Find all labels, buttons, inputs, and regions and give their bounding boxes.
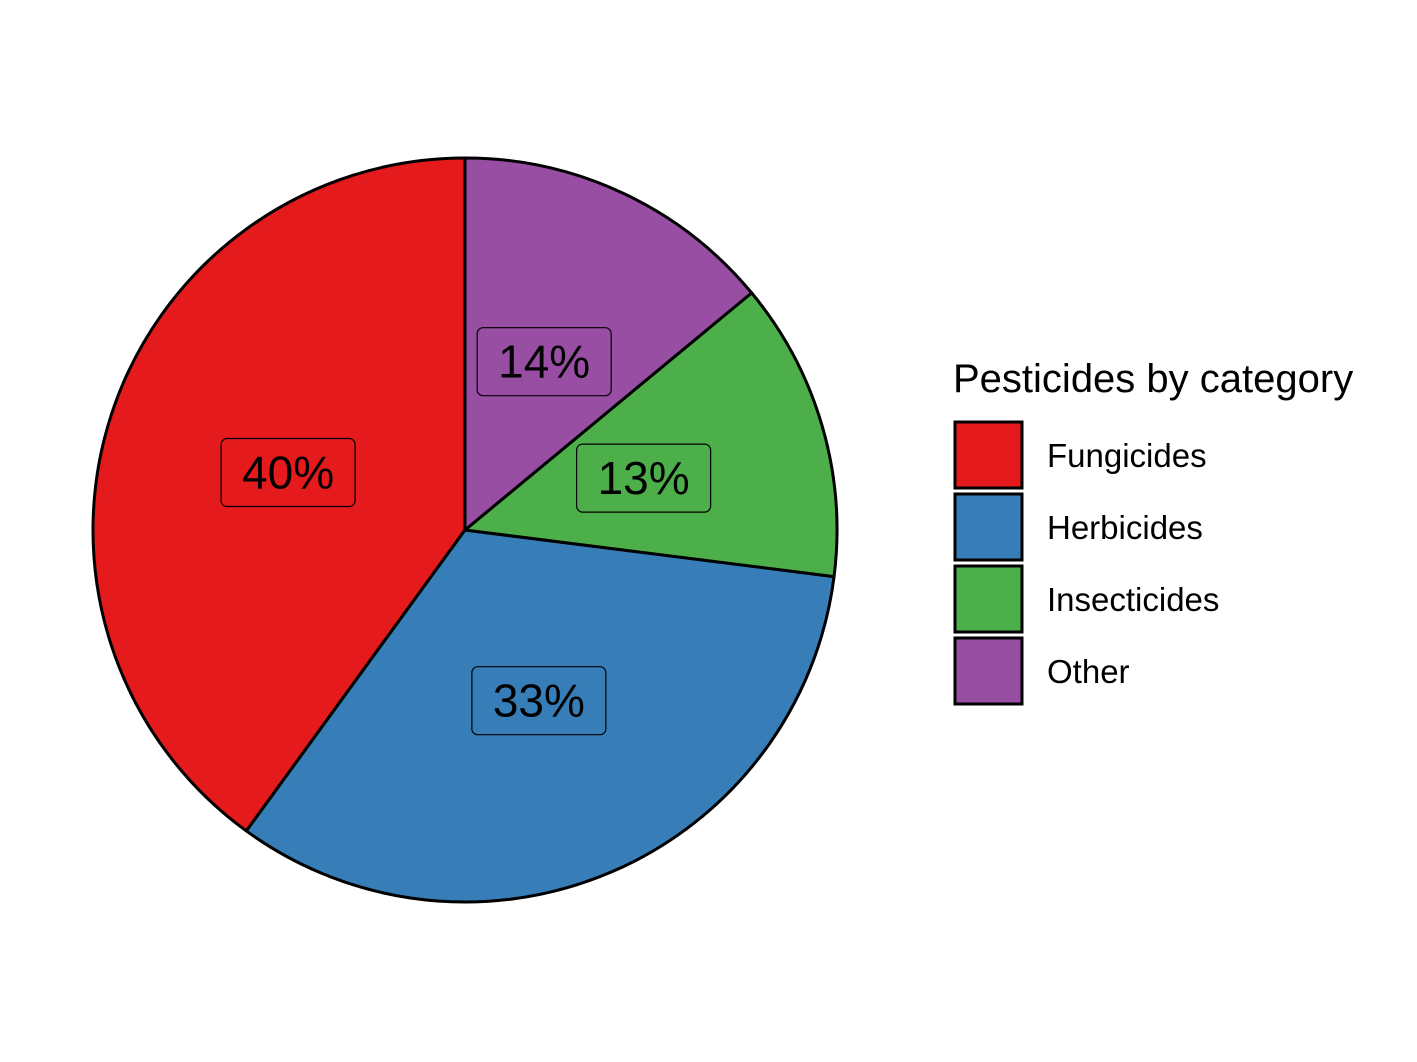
legend-swatch xyxy=(953,420,1024,490)
slice-label-text: 14% xyxy=(498,336,590,388)
pie-slice-labels: 40% 33% 13% 14% xyxy=(220,327,712,736)
slice-label-herbicides: 33% xyxy=(471,666,607,736)
legend-item-other: Other xyxy=(953,636,1130,706)
legend-swatch xyxy=(953,492,1024,562)
legend-title: Pesticides by category xyxy=(953,357,1353,401)
slice-label-text: 40% xyxy=(242,447,334,499)
legend-label: Other xyxy=(1047,653,1130,690)
slice-label-box xyxy=(576,443,712,513)
slice-label-text: 33% xyxy=(493,675,585,727)
legend-label: Insecticides xyxy=(1047,581,1219,618)
pie-slice-insecticides xyxy=(463,291,839,579)
legend-swatch xyxy=(953,636,1024,706)
slice-label-other: 14% xyxy=(476,327,612,397)
legend: Pesticides by category Fungicides Herbici… xyxy=(953,357,1353,706)
legend-item-fungicides: Fungicides xyxy=(953,420,1207,490)
legend-label: Fungicides xyxy=(1047,437,1207,474)
slice-label-box xyxy=(220,437,356,508)
legend-swatch xyxy=(953,564,1024,634)
slice-label-box xyxy=(476,327,612,397)
slice-label-fungicides: 40% xyxy=(220,437,356,508)
slice-label-text: 13% xyxy=(598,452,690,504)
slice-label-insecticides: 13% xyxy=(576,443,712,513)
legend-item-insecticides: Insecticides xyxy=(953,564,1219,634)
legend-item-herbicides: Herbicides xyxy=(953,492,1203,562)
legend-items: Fungicides Herbicides Insecticides Other xyxy=(953,420,1219,706)
slice-label-box xyxy=(471,666,607,736)
pie-slices xyxy=(91,156,839,904)
legend-label: Herbicides xyxy=(1047,509,1203,546)
